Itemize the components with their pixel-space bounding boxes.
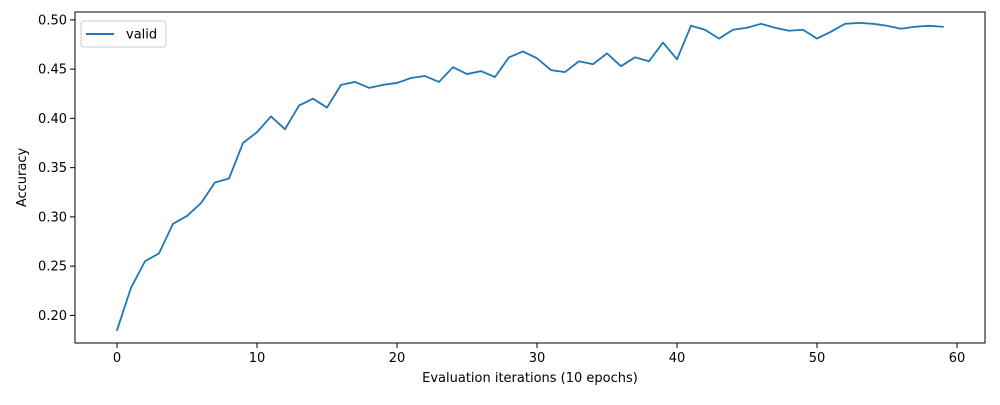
legend-label-valid: valid <box>126 28 157 43</box>
y-tick-label: 0.25 <box>38 260 67 275</box>
x-tick-label: 0 <box>113 351 121 366</box>
y-tick-label: 0.30 <box>38 210 67 225</box>
x-tick-label: 40 <box>669 351 686 366</box>
legend: valid <box>81 21 166 47</box>
x-tick-label: 60 <box>949 351 966 366</box>
x-tick-label: 20 <box>389 351 406 366</box>
plot-area-frame <box>75 12 985 343</box>
x-tick-label: 10 <box>249 351 266 366</box>
x-axis-label: Evaluation iterations (10 epochs) <box>422 371 638 386</box>
y-tick-label: 0.40 <box>38 112 67 127</box>
y-tick-label: 0.20 <box>38 309 67 324</box>
y-tick-label: 0.35 <box>38 161 67 176</box>
y-axis-label: Accuracy <box>15 148 30 208</box>
x-tick-label: 50 <box>809 351 826 366</box>
x-tick-label: 30 <box>529 351 546 366</box>
y-tick-label: 0.50 <box>38 13 67 28</box>
y-tick-label: 0.45 <box>38 63 67 78</box>
